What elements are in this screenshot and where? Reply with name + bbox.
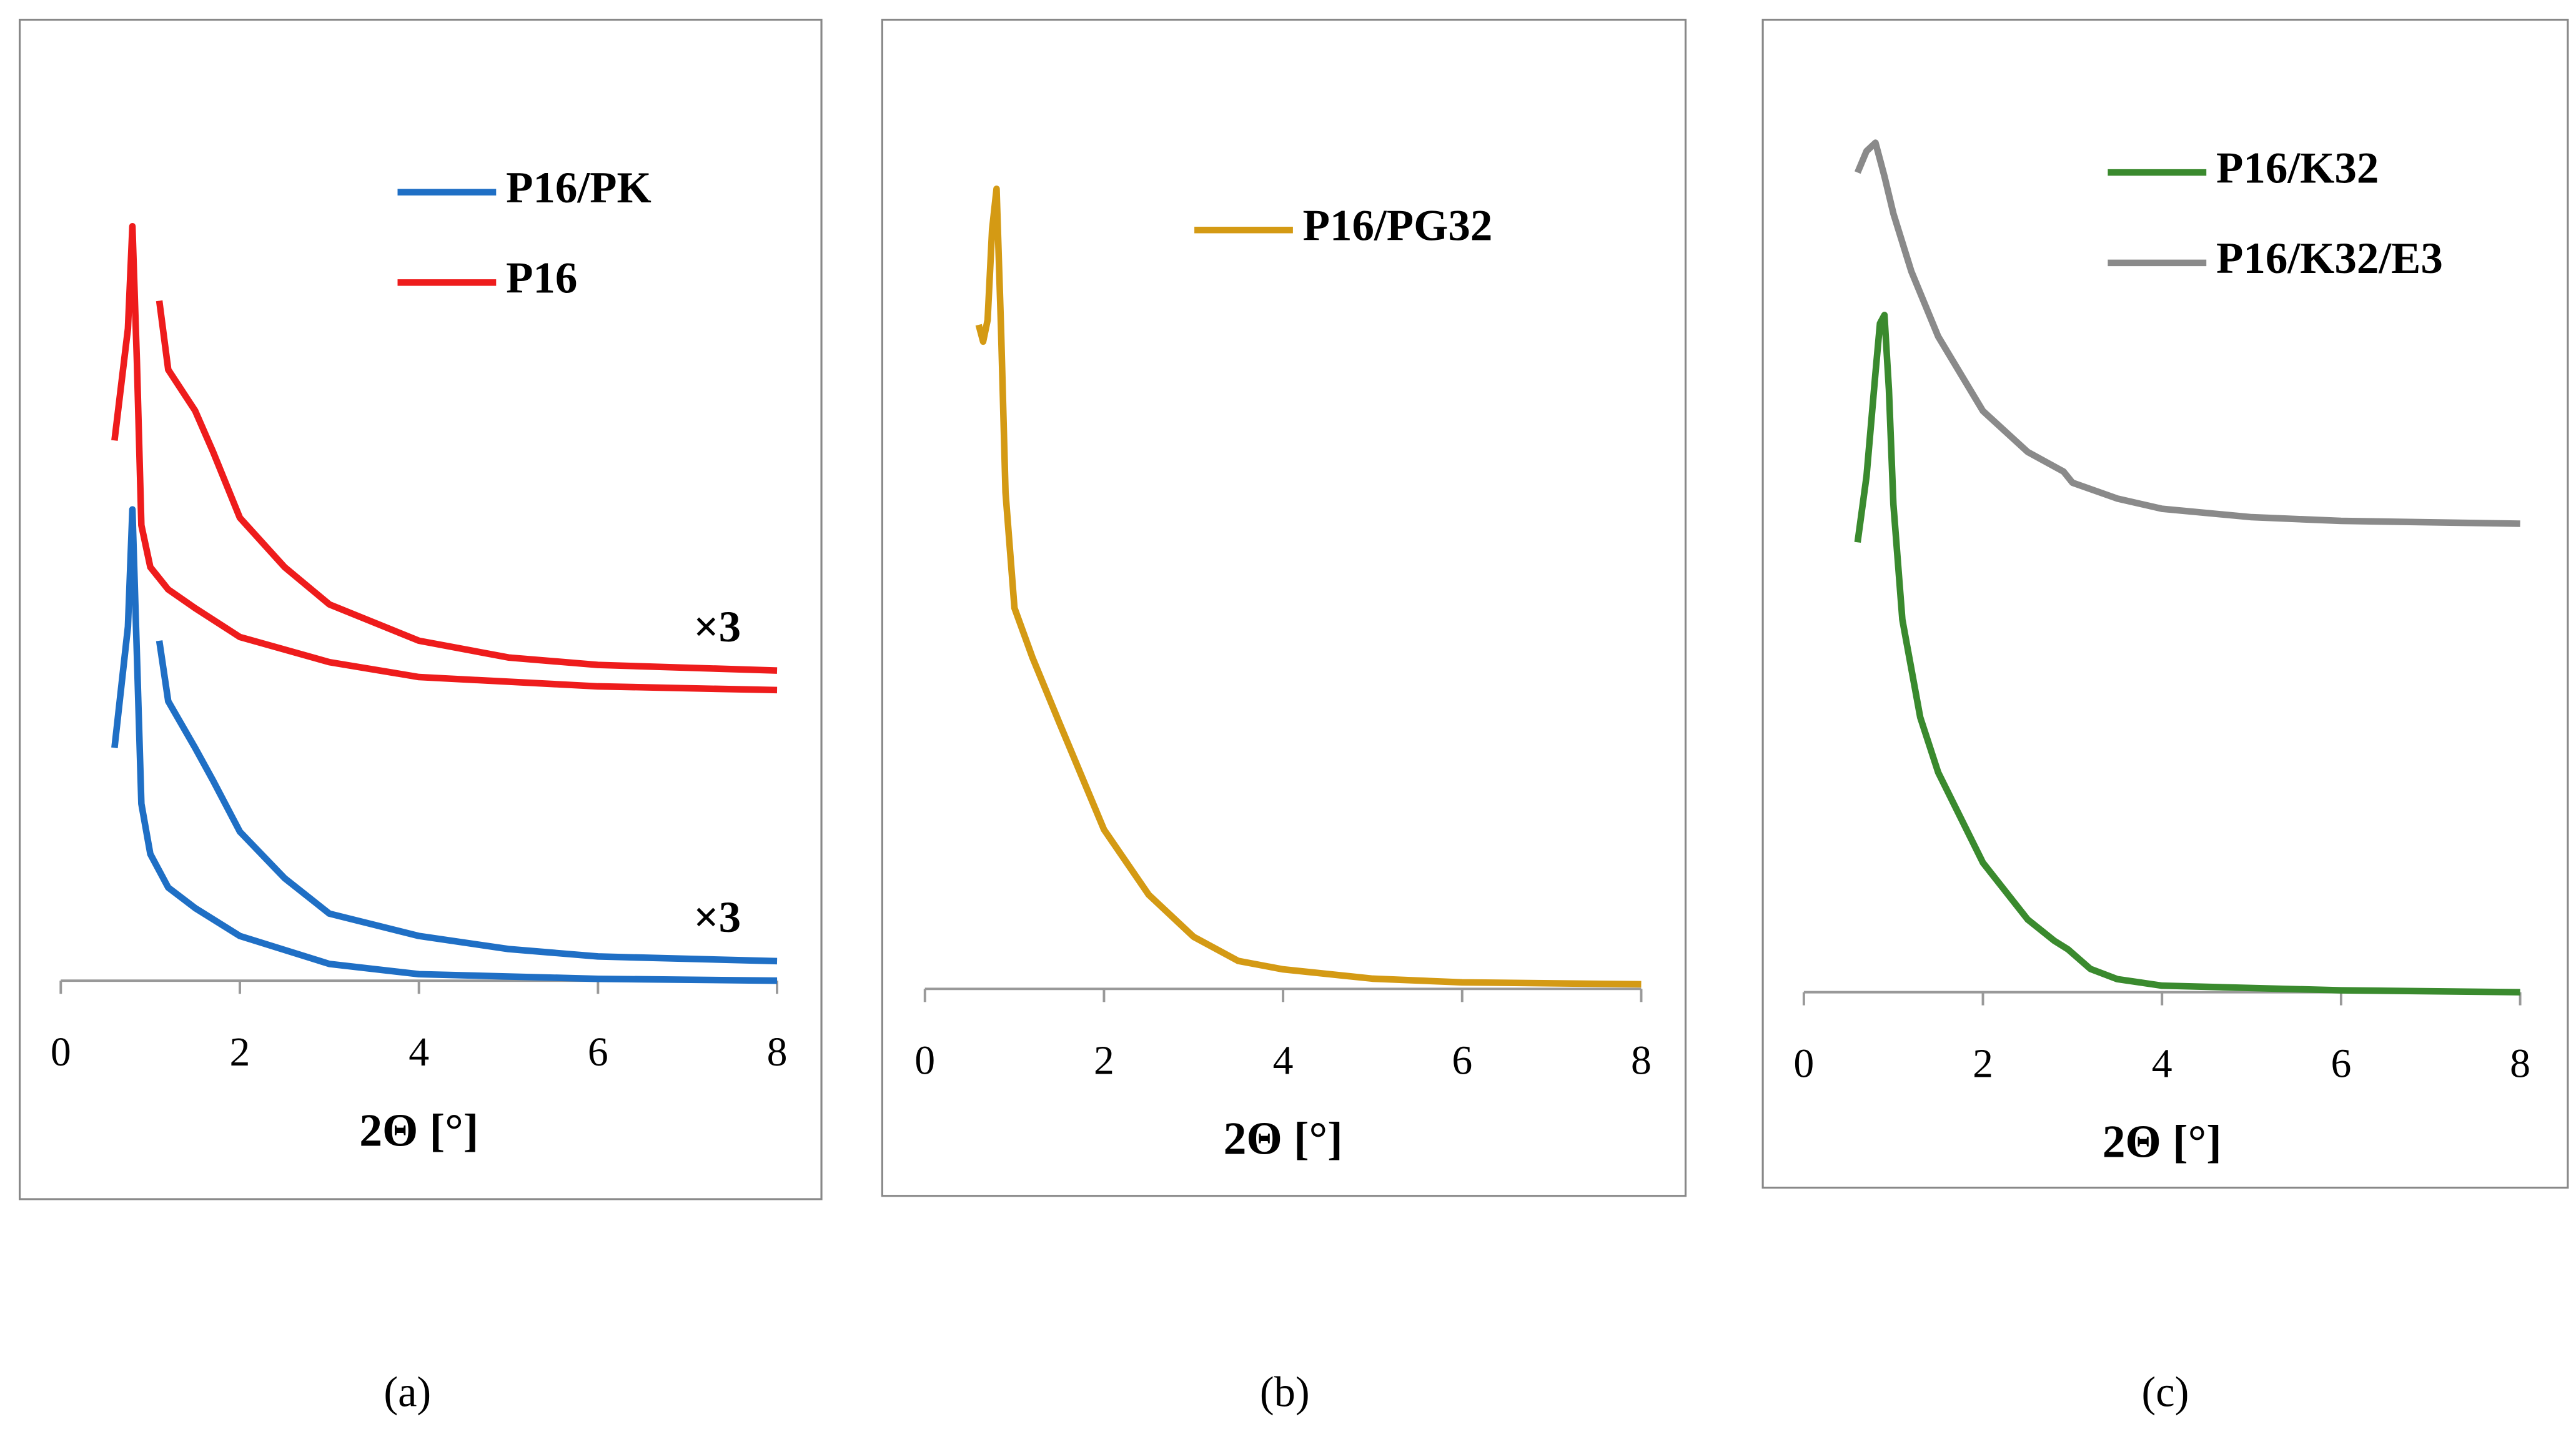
data-line	[975, 185, 1642, 988]
panel-frame	[18, 18, 823, 1200]
x-tick-label: 0	[914, 1037, 935, 1083]
legend-label: P16/PK	[506, 164, 651, 212]
x-tick-label: 8	[767, 1029, 788, 1075]
legend-label: P16/K32	[2216, 144, 2379, 192]
panel-frame	[1761, 18, 2569, 1189]
x-axis-label: 2Θ [°]	[359, 1104, 478, 1155]
data-line	[156, 300, 778, 674]
legend-label: P16/K32/E3	[2216, 234, 2443, 283]
panel-label: (a)	[384, 1368, 431, 1415]
x-tick-label: 8	[1631, 1037, 1652, 1083]
x-tick-label: 6	[1452, 1037, 1472, 1083]
data-line	[111, 222, 778, 694]
x-tick-label: 2	[230, 1029, 250, 1075]
panel: 0 2 4 6 8 2Θ [°] P16/PG32 (b)	[881, 18, 1687, 1415]
x-tick-label: 4	[1273, 1037, 1294, 1083]
x-tick-label: 2	[1973, 1041, 1993, 1087]
data-line	[1855, 139, 2520, 527]
data-line	[1854, 312, 2520, 996]
x-tick-label: 4	[2152, 1041, 2172, 1087]
x-tick-label: 4	[409, 1029, 429, 1075]
panel: 0 2 4 6 8 2Θ [°] P16/PK P16 ×3 ×3 (a)	[18, 18, 823, 1415]
annotation: ×3	[693, 603, 741, 651]
x-axis-label: 2Θ [°]	[1224, 1112, 1343, 1164]
data-line	[111, 506, 778, 984]
panel-label: (c)	[2142, 1368, 2189, 1415]
x-tick-label: 6	[588, 1029, 608, 1075]
panel-frame	[881, 18, 1687, 1197]
legend-label: P16	[506, 254, 577, 303]
x-tick-label: 2	[1094, 1037, 1114, 1083]
x-tick-label: 8	[2510, 1041, 2530, 1087]
legend-label: P16/PG32	[1303, 202, 1493, 250]
data-line	[156, 640, 778, 965]
annotation: ×3	[693, 893, 741, 942]
x-axis-label: 2Θ [°]	[2103, 1116, 2222, 1167]
panel-label: (b)	[1260, 1368, 1310, 1415]
x-tick-label: 6	[2331, 1041, 2351, 1087]
panel: 0 2 4 6 8 2Θ [°] P16/K32 P16/K32/E3 (c)	[1761, 18, 2569, 1415]
x-tick-label: 0	[1793, 1041, 1814, 1087]
x-tick-label: 0	[51, 1029, 71, 1075]
